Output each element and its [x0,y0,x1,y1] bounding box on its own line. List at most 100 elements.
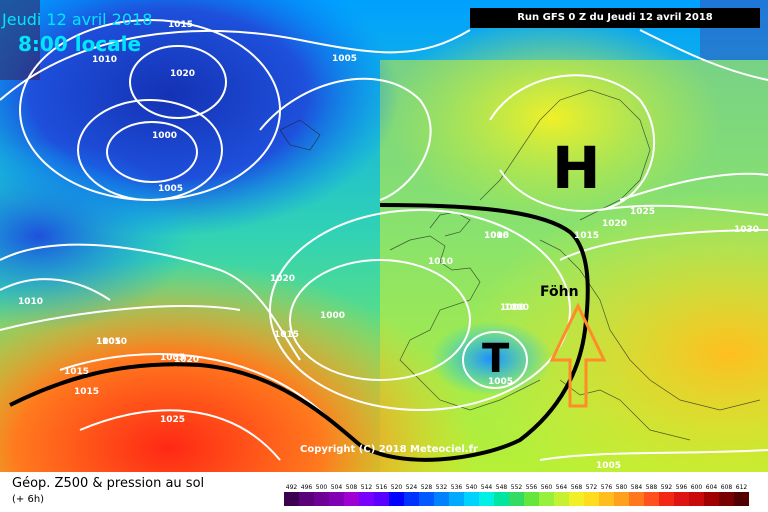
legend-value: 496 [301,484,313,491]
isobar-1005-france [269,209,571,411]
map-title: Géop. Z500 & pression au sol [12,476,205,491]
legend-swatch [629,492,644,506]
legend-swatch [419,492,434,506]
isobar-label: 1020 [270,274,295,284]
legend-value: 600 [691,484,703,491]
isobar-label: 1020 [170,69,195,79]
color-scale-legend: 492 496 500 504 508 512 516 520 524 528 532 536 540 5… [284,484,749,506]
legend-value: 528 [421,484,433,491]
legend-swatch [449,492,464,506]
legend-value: 560 [541,484,553,491]
legend-swatch [299,492,314,506]
low-pressure-symbol: T [482,336,510,382]
legend-swatch [644,492,659,506]
legend-swatch [674,492,689,506]
legend-swatch [464,492,479,506]
legend-swatch [614,492,629,506]
legend-value: 556 [526,484,538,491]
isobar-label: 1005 [596,461,621,471]
legend-swatch [329,492,344,506]
isobar-label: 1020 [602,219,627,229]
isobar-label: 1015 [74,387,99,397]
isobar-1000-iberia [462,331,528,389]
legend-swatch [284,492,299,506]
isobar-label: 1010 [102,337,127,347]
legend-swatch [524,492,539,506]
isobar-label: 1025 [630,207,655,217]
forecast-time: 8:00 locale [18,32,142,56]
legend-value: 520 [391,484,403,491]
legend-value: 584 [631,484,643,491]
legend-swatch [704,492,719,506]
legend-swatch [404,492,419,506]
isobar-label: 1005 [160,353,185,363]
legend-value: 588 [646,484,658,491]
isobar-1025-east [619,172,768,201]
front-line [9,203,590,462]
legend-swatch [569,492,584,506]
legend-value: 568 [571,484,583,491]
legend-swatch [659,492,674,506]
legend-value: 516 [376,484,388,491]
legend-value: 612 [736,484,748,491]
legend-value: 576 [601,484,613,491]
forecast-step: (+ 6h) [12,494,45,505]
legend-swatch [599,492,614,506]
isobar-label: 1000 [320,311,345,321]
isobar-label: 1000 [152,131,177,141]
isobar-label: 1005 [484,231,509,241]
northwest-dark-corner [0,0,40,80]
legend-swatch [584,492,599,506]
isobar-1010-northeast [639,29,768,81]
legend-value: 532 [436,484,448,491]
legend-value: 540 [466,484,478,491]
legend-value: 608 [721,484,733,491]
legend-swatch [509,492,524,506]
legend-swatch [389,492,404,506]
legend-swatch [494,492,509,506]
isobar-label: 1015 [64,367,89,377]
legend-swatch [434,492,449,506]
isobar-1005-west [0,278,111,301]
isobar-label: 1005 [158,184,183,194]
isobar-label: 1010 [428,257,453,267]
isobars [0,19,768,461]
fohn-arrow [549,302,607,408]
isobar-1000-france [289,259,471,381]
legend-swatch [359,492,374,506]
copyright-text: Copyright (C) 2018 Meteociel.fr [300,444,478,455]
legend-value: 512 [361,484,373,491]
legend-swatch [344,492,359,506]
legend-value: 604 [706,484,718,491]
isobar-1020-south [59,353,331,421]
legend-swatch [539,492,554,506]
isobar-low-1020 [129,45,227,119]
isobar-1015-mid [0,305,241,331]
isobar-label: 1030 [734,225,759,235]
legend-value: 596 [676,484,688,491]
isobar-1015-north [0,29,471,101]
legend-value: 564 [556,484,568,491]
legend-swatch [734,492,749,506]
legend-swatch [479,492,494,506]
legend-value: 524 [406,484,418,491]
isobar-1020-east [599,204,768,216]
isobar-label: 1000 [504,303,529,313]
isobar-label: 1010 [92,55,117,65]
legend-value: 548 [496,484,508,491]
model-run-label: Run GFS 0 Z du Jeudi 12 avril 2018 [470,8,760,28]
legend-swatch [374,492,389,506]
isobar-label: 1015 [274,330,299,340]
isobar-1015-east [559,229,768,261]
legend-value: 508 [346,484,358,491]
isobar-label: 1005 [488,377,513,387]
isobar-label: 1010 [18,297,43,307]
legend-swatch [314,492,329,506]
isobar-low-1000 [106,121,198,183]
forecast-date: Jeudi 12 avril 2018 [2,10,153,29]
isobar-high-scandinavia [489,74,656,212]
isobar-label: 1015 [168,20,193,30]
high-pressure-symbol: H [552,134,601,202]
isobar-label: 1020 [174,355,199,365]
